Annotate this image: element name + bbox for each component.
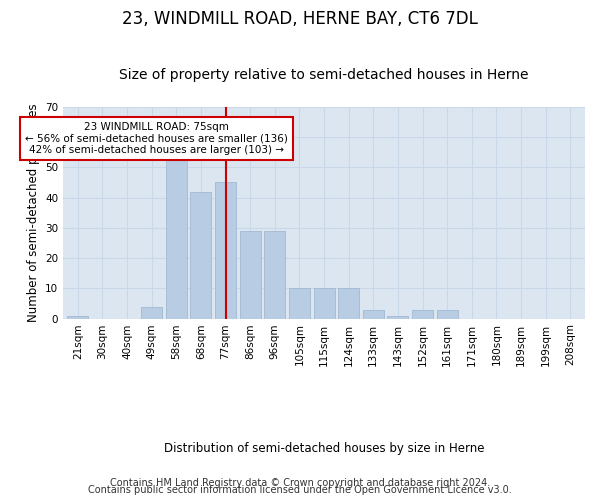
Bar (265, 231, 285, 318)
Bar (289, 288, 310, 318)
Bar (437, 310, 458, 318)
Text: 23, WINDMILL ROAD, HERNE BAY, CT6 7DL: 23, WINDMILL ROAD, HERNE BAY, CT6 7DL (122, 10, 478, 28)
Bar (363, 310, 384, 318)
Bar (314, 288, 335, 318)
Bar (190, 192, 211, 318)
Text: Contains HM Land Registry data © Crown copyright and database right 2024.: Contains HM Land Registry data © Crown c… (110, 478, 490, 488)
Bar (166, 152, 187, 318)
Text: 23 WINDMILL ROAD: 75sqm
← 56% of semi-detached houses are smaller (136)
42% of s: 23 WINDMILL ROAD: 75sqm ← 56% of semi-de… (25, 122, 288, 155)
Title: Size of property relative to semi-detached houses in Herne: Size of property relative to semi-detach… (119, 68, 529, 82)
Y-axis label: Number of semi-detached properties: Number of semi-detached properties (26, 104, 40, 322)
Bar (215, 182, 236, 318)
Bar (67, 316, 88, 318)
Text: Contains public sector information licensed under the Open Government Licence v3: Contains public sector information licen… (88, 485, 512, 495)
Bar (412, 310, 433, 318)
Bar (141, 306, 162, 318)
X-axis label: Distribution of semi-detached houses by size in Herne: Distribution of semi-detached houses by … (164, 442, 484, 455)
Bar (388, 316, 409, 318)
Bar (338, 288, 359, 318)
Bar (240, 231, 260, 318)
